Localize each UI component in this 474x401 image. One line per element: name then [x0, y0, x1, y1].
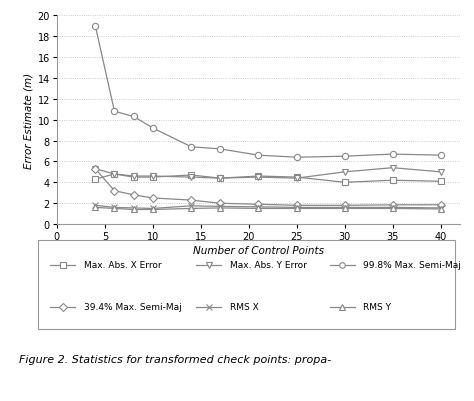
Text: 99.8% Max. Semi-Maj: 99.8% Max. Semi-Maj	[363, 261, 461, 270]
Text: Max. Abs. Y Error: Max. Abs. Y Error	[230, 261, 307, 270]
Text: 39.4% Max. Semi-Maj: 39.4% Max. Semi-Maj	[84, 302, 182, 311]
X-axis label: Number of Control Points: Number of Control Points	[193, 246, 324, 255]
Text: Figure 2. Statistics for transformed check points: propa-: Figure 2. Statistics for transformed che…	[19, 354, 331, 364]
Text: RMS X: RMS X	[230, 302, 258, 311]
Text: Max. Abs. X Error: Max. Abs. X Error	[84, 261, 162, 270]
Text: RMS Y: RMS Y	[363, 302, 391, 311]
Y-axis label: Error Estimate (m): Error Estimate (m)	[23, 72, 33, 168]
